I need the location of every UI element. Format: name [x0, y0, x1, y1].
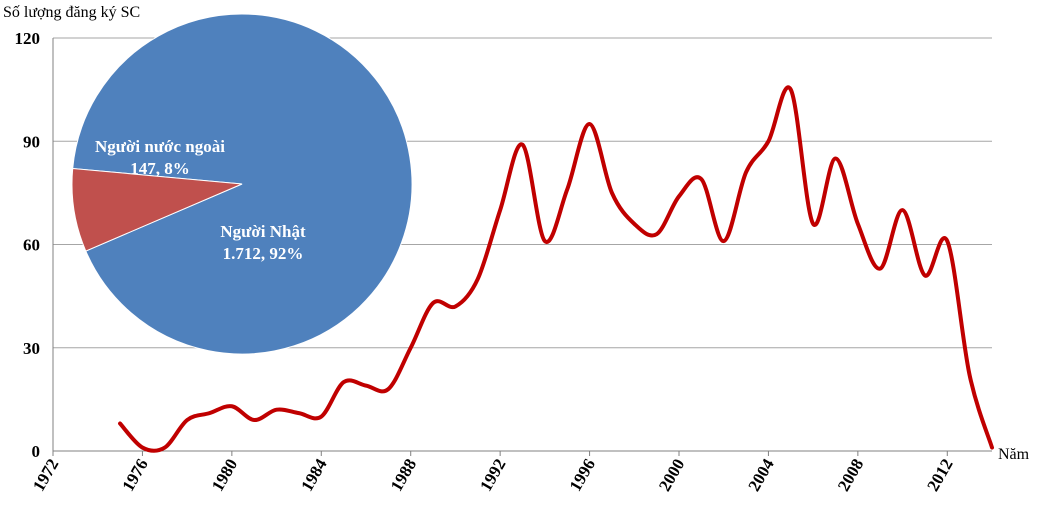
x-tick-label: 1976: [118, 456, 151, 495]
y-tick-label: 30: [23, 339, 40, 358]
pie-chart: Người nước ngoài 147, 8% Người Nhật 1.712, …: [71, 13, 413, 355]
x-tick-label: 2012: [923, 456, 956, 495]
x-tick-label: 2008: [834, 456, 867, 495]
x-axis-title: Năm: [998, 446, 1030, 463]
x-tick-label: 2000: [655, 456, 688, 495]
x-tick-label: 2004: [744, 455, 778, 494]
pie-label-japanese: Người Nhật 1.712, 92%: [220, 222, 306, 263]
pie-slice-japanese: [72, 13, 413, 355]
x-tick-label: 1972: [29, 456, 62, 495]
x-tick-label: 1992: [476, 455, 509, 494]
y-axis-title: Số lượng đăng ký SC: [3, 4, 140, 21]
x-tick-label: 1996: [566, 456, 599, 495]
axes: [52, 38, 992, 452]
y-tick-label: 120: [15, 29, 41, 48]
y-tick-label: 0: [32, 442, 41, 461]
line-series: [118, 85, 994, 453]
x-tick-labels: 1972 1976 1980 1984 1988 1992 1996 2000 2004 2008…: [29, 451, 957, 494]
pie-slice-foreign: [71, 167, 243, 252]
pie-label-foreign: Người nước ngoài 147, 8%: [95, 137, 225, 178]
y-tick-label: 90: [23, 132, 40, 151]
x-tick-label: 1988: [387, 456, 420, 495]
x-tick-label: 1984: [297, 455, 331, 494]
y-tick-label: 60: [23, 236, 40, 255]
x-tick-label: 1980: [208, 456, 241, 495]
y-tick-labels: 0 30 60 90 120: [15, 29, 41, 461]
